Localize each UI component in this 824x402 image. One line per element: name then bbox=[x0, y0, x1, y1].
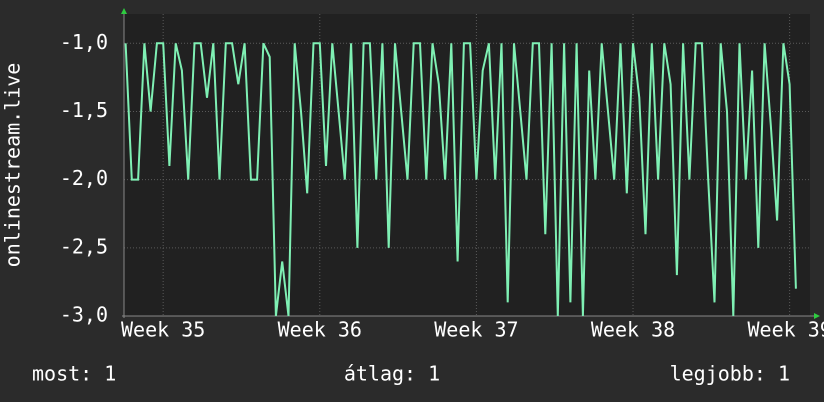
series-line bbox=[124, 42, 797, 317]
x-axis-arrow bbox=[814, 313, 820, 319]
x-tick-label: Week 35 bbox=[121, 318, 205, 342]
plot: -1,0 -1,5 -2,0 -2,5 -3,0 Week 35 Week 36 Week 3… bbox=[60, 8, 824, 342]
x-tick-label: Week 37 bbox=[434, 318, 518, 342]
y-axis-label: onlinestream.live bbox=[1, 63, 25, 268]
x-tick-label: Week 39 bbox=[747, 318, 824, 342]
x-tick-label: Week 36 bbox=[278, 318, 362, 342]
legend-now: most: 1 bbox=[32, 362, 116, 386]
y-tick-label: -2,5 bbox=[60, 234, 108, 258]
legend-max: legjobb: 1 bbox=[670, 362, 790, 386]
x-tick-label: Week 38 bbox=[591, 318, 675, 342]
y-axis-arrow bbox=[121, 8, 127, 14]
legend-average: átlag: 1 bbox=[344, 362, 440, 386]
y-tick-label: -3,0 bbox=[60, 303, 108, 327]
y-tick-label: -2,0 bbox=[60, 166, 108, 190]
y-tick-label: -1,0 bbox=[60, 30, 108, 54]
y-tick-label: -1,5 bbox=[60, 98, 108, 122]
